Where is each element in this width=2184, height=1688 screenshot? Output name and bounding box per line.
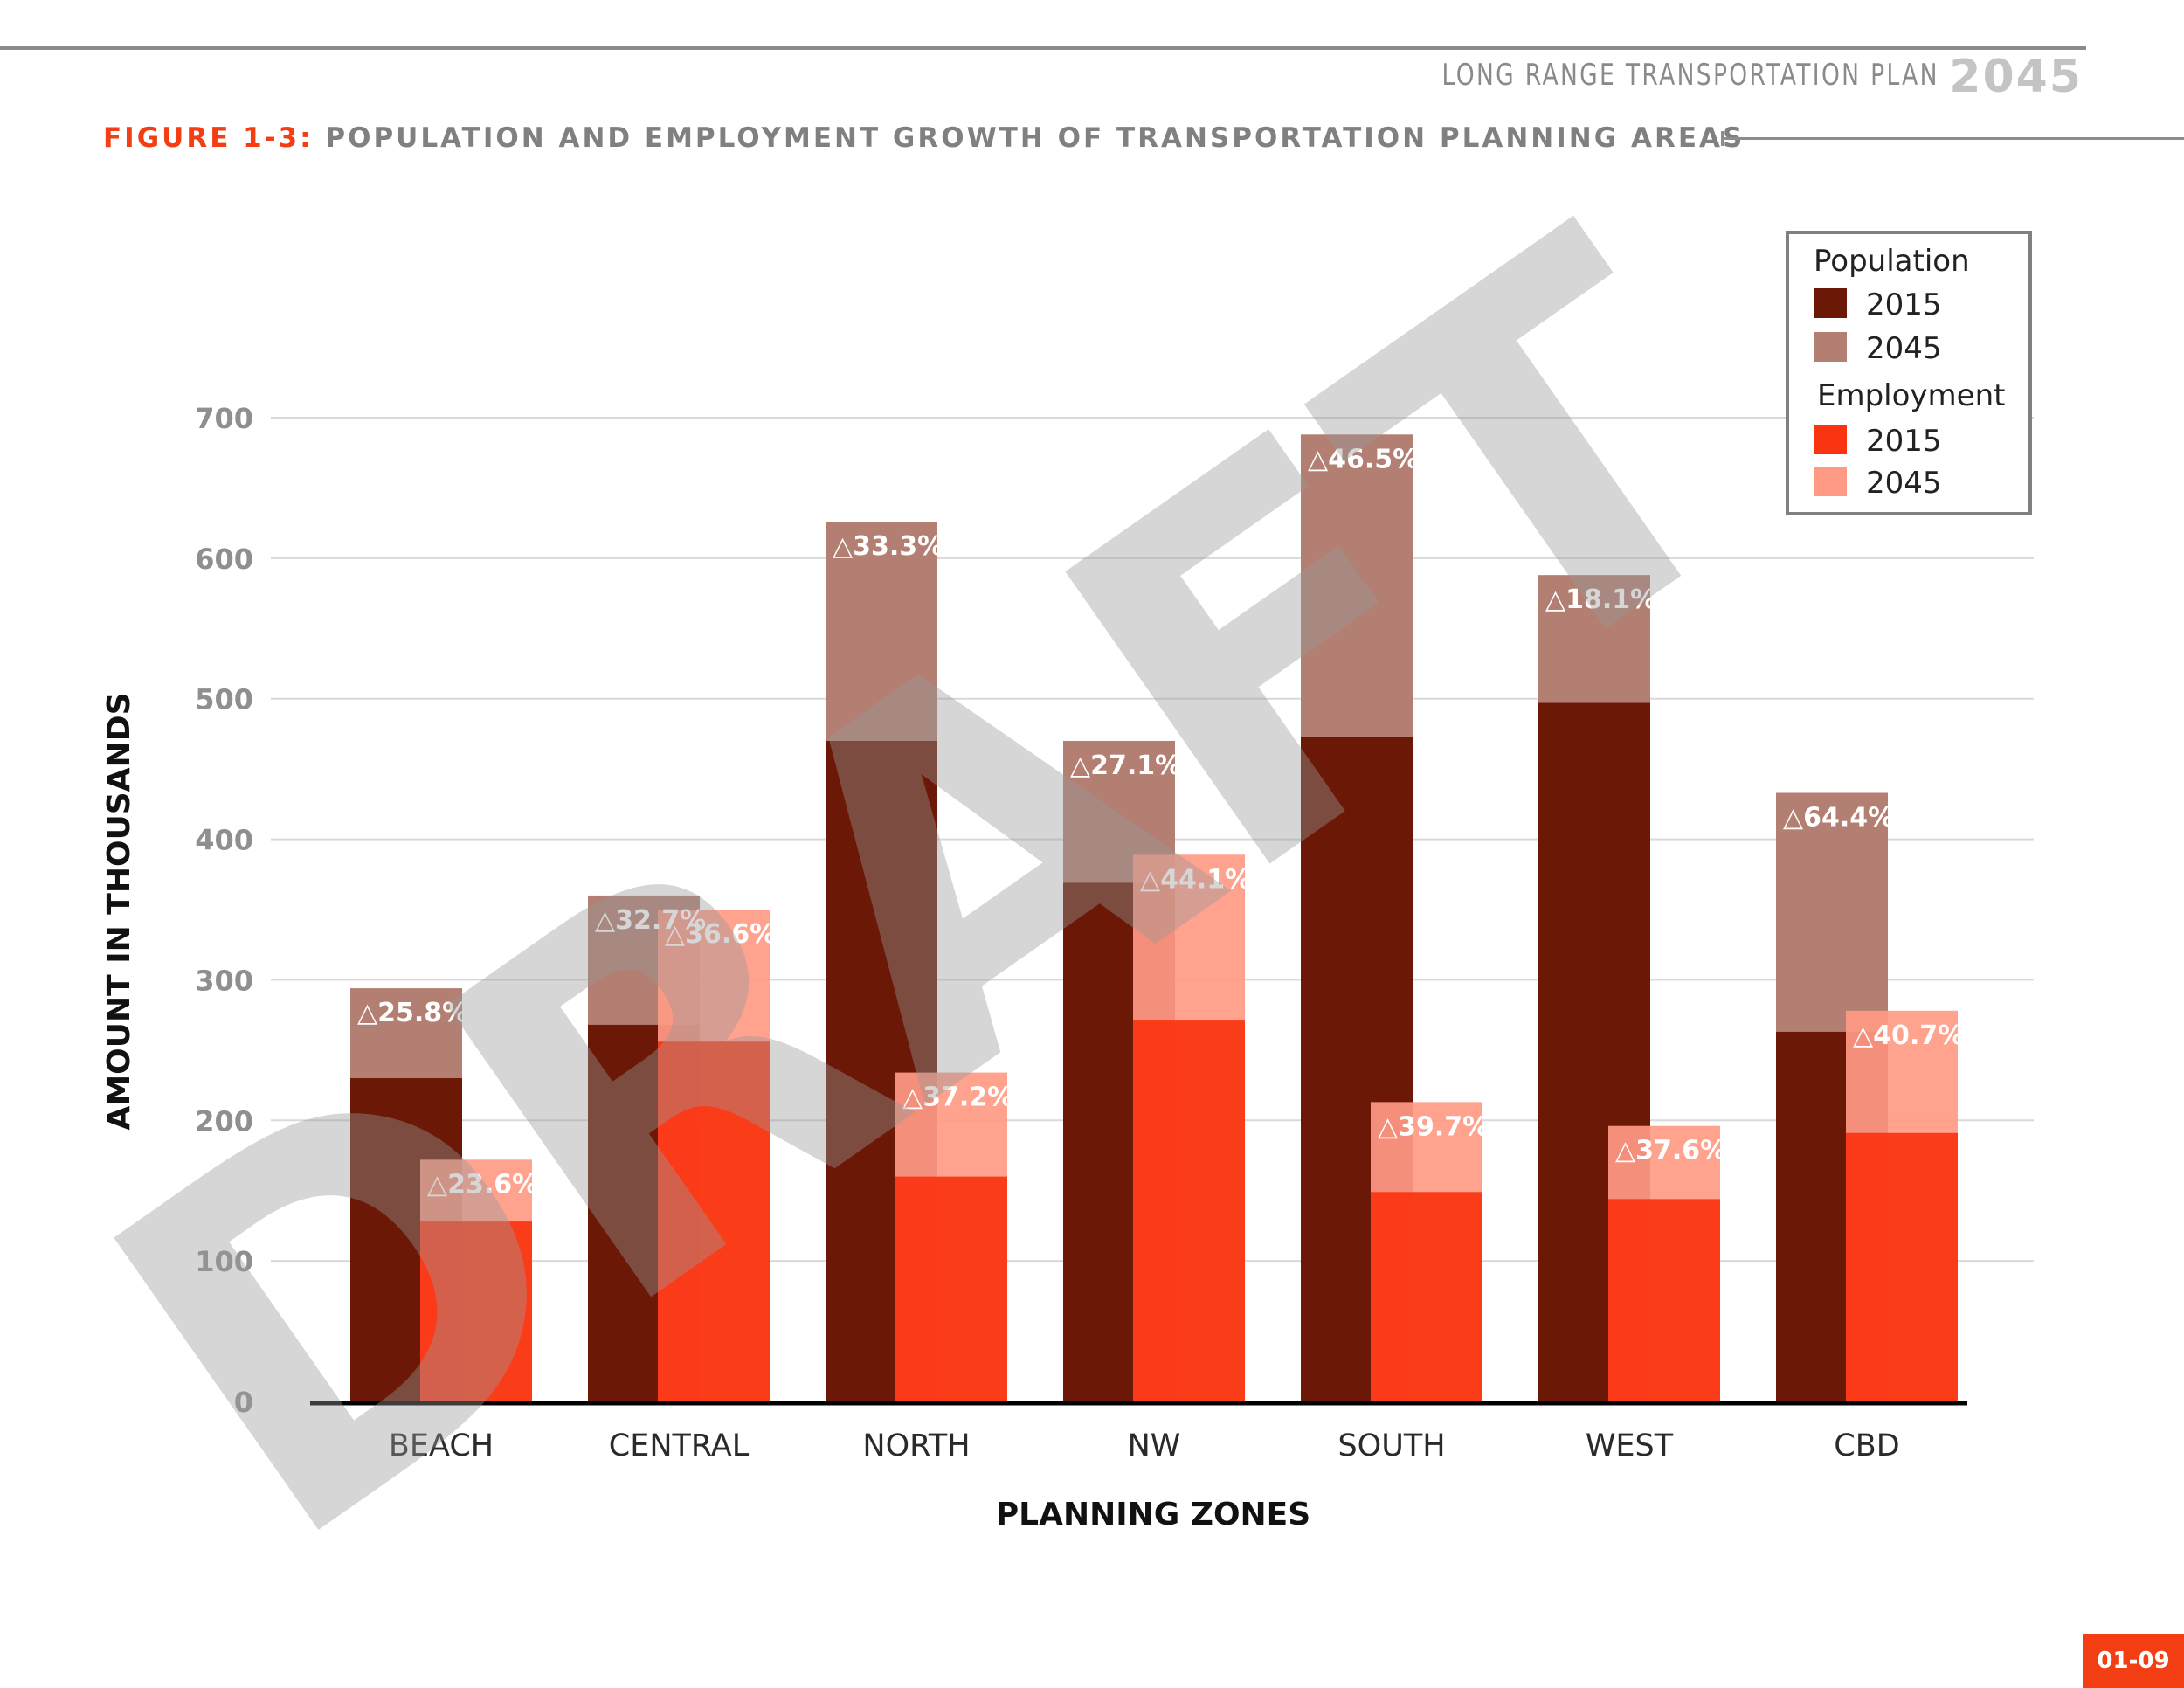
growth-label-employment: △36.6% bbox=[665, 919, 776, 950]
legend-swatch-employment-2045 bbox=[1814, 467, 1847, 496]
bar-employment-2015 bbox=[1371, 1192, 1482, 1401]
growth-label-employment: △44.1% bbox=[1140, 864, 1251, 895]
legend-swatch-population-2045 bbox=[1814, 332, 1847, 362]
legend-label-employment-2045: 2045 bbox=[1866, 466, 1942, 501]
x-axis-title: PLANNING ZONES bbox=[996, 1497, 1310, 1532]
legend-swatch-employment-2015 bbox=[1814, 425, 1847, 454]
bar-employment-2015 bbox=[1846, 1132, 1958, 1401]
x-category-label: WEST bbox=[1586, 1429, 1674, 1463]
growth-label-population: △33.3% bbox=[833, 531, 943, 562]
figure-heading: FIGURE 1-3: POPULATION AND EMPLOYMENT GR… bbox=[103, 122, 1745, 154]
x-category-label: CBD bbox=[1834, 1429, 1899, 1463]
bars bbox=[350, 434, 1958, 1401]
growth-label-employment: △39.7% bbox=[1378, 1111, 1489, 1142]
y-axis-title: AMOUNT IN THOUSANDS bbox=[101, 692, 137, 1130]
y-axis-ticks: 0 100 200 300 400 500 600 700 bbox=[195, 402, 253, 1419]
figure-rule bbox=[1721, 137, 2184, 140]
x-axis-categories: BEACH CENTRAL NORTH NW SOUTH WEST CBD bbox=[389, 1429, 1900, 1463]
figure-number: FIGURE 1-3: bbox=[103, 122, 314, 154]
y-tick-label: 0 bbox=[234, 1386, 253, 1419]
bar-employment-2015 bbox=[1608, 1199, 1720, 1401]
bar-employment-2015 bbox=[658, 1041, 770, 1401]
x-category-label: SOUTH bbox=[1337, 1429, 1445, 1463]
legend-swatch-population-2015 bbox=[1814, 288, 1847, 318]
legend: Population 2015 2045 Employment 2015 204… bbox=[1786, 231, 2032, 515]
document-title: LONG RANGE TRANSPORTATION PLAN bbox=[1441, 58, 1939, 93]
legend-title-population: Population bbox=[1814, 244, 1970, 279]
growth-label-population: △64.4% bbox=[1783, 802, 1894, 833]
figure-rule-tick bbox=[1721, 131, 1724, 146]
bar-employment-2015 bbox=[1133, 1020, 1245, 1401]
x-category-label: BEACH bbox=[389, 1429, 494, 1463]
y-tick-label: 200 bbox=[195, 1104, 253, 1138]
growth-label-population: △18.1% bbox=[1545, 585, 1656, 615]
x-category-label: NW bbox=[1128, 1429, 1181, 1463]
y-tick-label: 100 bbox=[195, 1245, 253, 1278]
y-tick-label: 300 bbox=[195, 964, 253, 997]
growth-label-population: △27.1% bbox=[1070, 751, 1181, 781]
growth-label-population: △25.8% bbox=[357, 998, 468, 1028]
y-tick-label: 600 bbox=[195, 543, 253, 576]
y-tick-label: 700 bbox=[195, 402, 253, 435]
growth-label-population: △32.7% bbox=[595, 905, 706, 936]
legend-title-employment: Employment bbox=[1817, 378, 2005, 413]
legend-label-population-2045: 2045 bbox=[1866, 331, 1942, 366]
bar-employment-2015 bbox=[895, 1176, 1007, 1401]
bar-employment-2015 bbox=[420, 1221, 532, 1401]
y-tick-label: 400 bbox=[195, 824, 253, 857]
top-rule bbox=[0, 46, 2086, 50]
y-tick-label: 500 bbox=[195, 683, 253, 716]
legend-label-employment-2015: 2015 bbox=[1866, 424, 1942, 459]
x-category-label: CENTRAL bbox=[609, 1429, 750, 1463]
legend-label-population-2015: 2015 bbox=[1866, 287, 1942, 322]
page-number: 01-09 bbox=[2083, 1634, 2184, 1688]
growth-label-employment: △40.7% bbox=[1853, 1020, 1964, 1051]
document-year-logo: 2045 bbox=[1949, 51, 2083, 103]
growth-labels: △25.8% △23.6% △32.7%△36.6% △33.3% △37.2% △27.… bbox=[357, 444, 1964, 1200]
growth-label-employment: △23.6% bbox=[427, 1169, 538, 1200]
growth-label-employment: △37.2% bbox=[902, 1083, 1013, 1113]
growth-label-population: △46.5% bbox=[1308, 444, 1419, 474]
x-category-label: NORTH bbox=[862, 1429, 970, 1463]
figure-title: POPULATION AND EMPLOYMENT GROWTH OF TRAN… bbox=[325, 122, 1745, 154]
growth-label-employment: △37.6% bbox=[1615, 1136, 1726, 1166]
